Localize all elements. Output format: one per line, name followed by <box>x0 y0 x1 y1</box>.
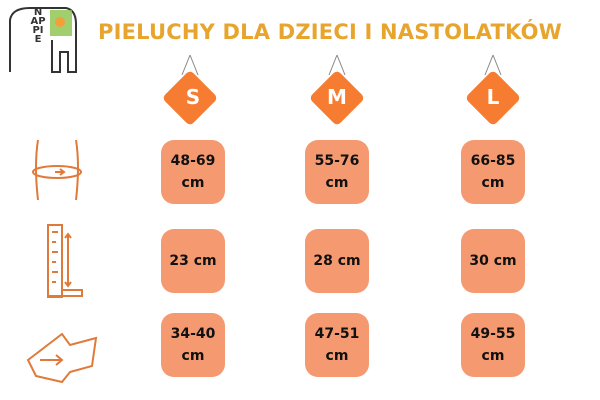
size-cell: 48-69 cm <box>161 140 225 204</box>
size-cell: 34-40 cm <box>161 313 225 377</box>
size-cell: 49-55 cm <box>461 313 525 377</box>
icons <box>26 139 98 384</box>
size-cell: 55-76 cm <box>305 140 369 204</box>
size-cell: 66-85 cm <box>461 140 525 204</box>
title: PIELUCHY DLA DZIECI I NASTOLATKÓW <box>98 20 562 44</box>
tags <box>163 54 520 125</box>
logo-text: NAPPIE <box>30 7 46 45</box>
logo-dot <box>55 17 65 27</box>
size-cell: 30 cm <box>461 229 525 293</box>
logo-outline <box>9 7 77 73</box>
size-cell: 47-51 cm <box>305 313 369 377</box>
size-cell: 28 cm <box>305 229 369 293</box>
size-label: M <box>327 85 347 109</box>
size-label: L <box>486 85 500 109</box>
size-cell: 23 cm <box>161 229 225 293</box>
size-label: S <box>185 85 201 109</box>
